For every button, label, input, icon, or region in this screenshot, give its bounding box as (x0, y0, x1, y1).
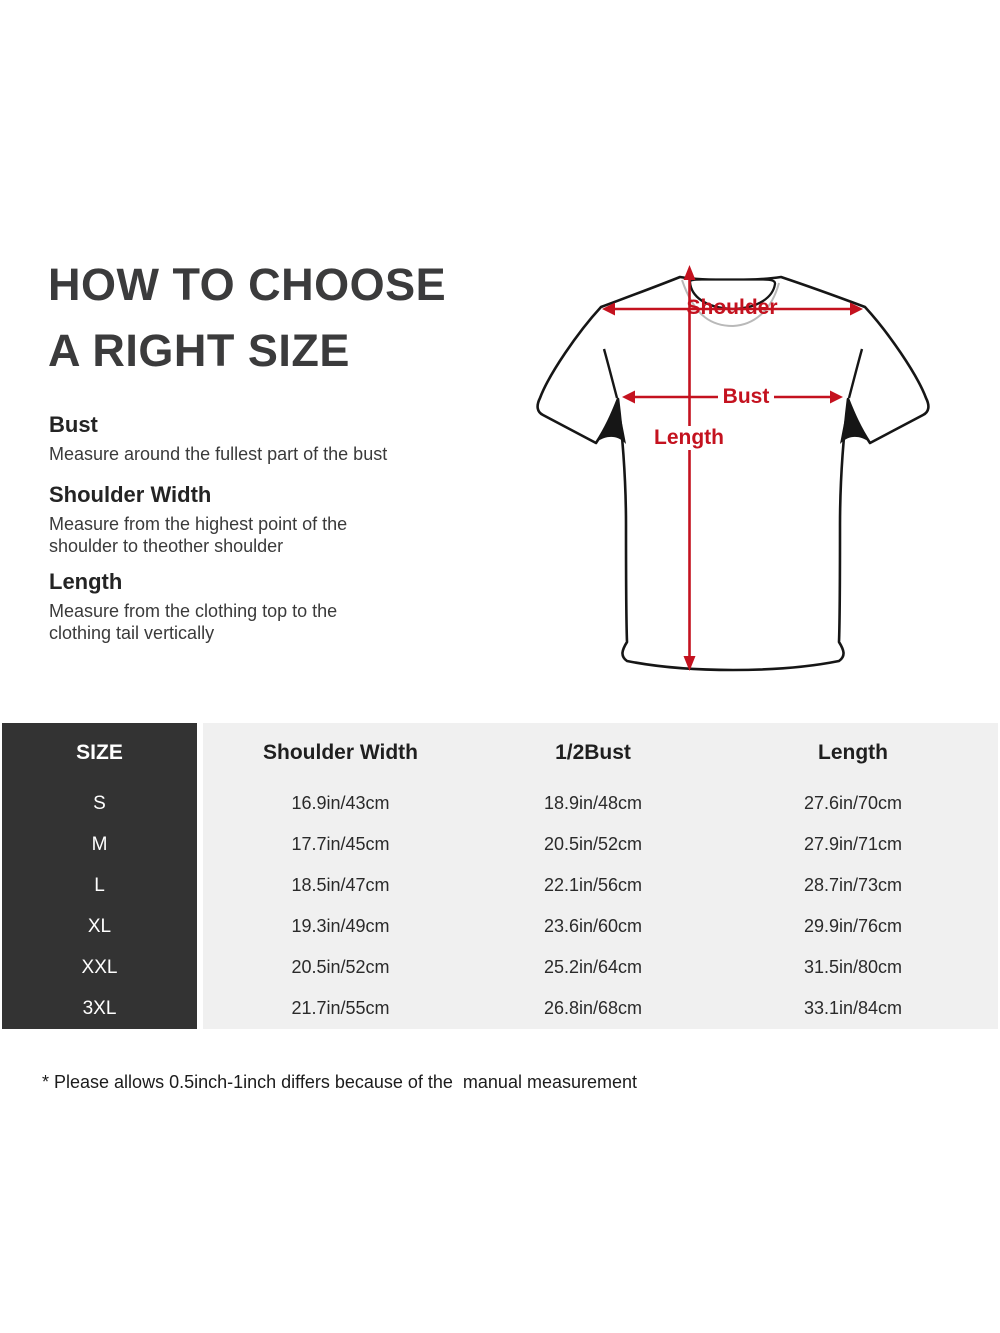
measurement-disclaimer: * Please allows 0.5inch-1inch differs be… (42, 1072, 638, 1092)
cell-s-length: 27.6in/70cm (708, 783, 998, 824)
size-chart-table: SIZE Shoulder Width 1/2Bust Length S 16.… (2, 723, 998, 1029)
bust-arrowhead-left (622, 390, 635, 404)
cell-xl-bust: 23.6in/60cm (478, 906, 708, 947)
cell-l-length: 28.7in/73cm (708, 865, 998, 906)
cell-xl-length: 29.9in/76cm (708, 906, 998, 947)
size-label-m: M (2, 824, 203, 865)
shoulder-arrowhead-left (602, 302, 615, 316)
length-arrowhead-down (683, 656, 696, 671)
column-header-size: SIZE (2, 723, 203, 783)
length-arrowhead-up (683, 265, 696, 280)
bust-measure-label: Bust (722, 385, 770, 408)
instruction-length-body: Measure from the clothing top to the clo… (49, 601, 338, 643)
size-label-xl: XL (2, 906, 203, 947)
cell-xxl-shoulder: 20.5in/52cm (203, 947, 478, 988)
page-title: HOW TO CHOOSE A RIGHT SIZE (48, 252, 508, 384)
size-label-l: L (2, 865, 203, 906)
instruction-shoulder-width: Shoulder Width Measure from the highest … (49, 482, 397, 557)
cell-xxl-length: 31.5in/80cm (708, 947, 998, 988)
cell-s-bust: 18.9in/48cm (478, 783, 708, 824)
left-underarm-seam (602, 348, 619, 399)
instruction-shoulder-heading: Shoulder Width (49, 482, 212, 507)
instruction-bust: Bust Measure around the fullest part of … (49, 412, 479, 465)
shoulder-measure-label: Shoulder (686, 296, 778, 319)
instruction-length: Length Measure from the clothing top to … (49, 569, 389, 644)
instruction-bust-body: Measure around the fullest part of the b… (49, 444, 388, 464)
collar-shadow (681, 279, 780, 328)
collar-opening (688, 278, 777, 311)
cell-l-shoulder: 18.5in/47cm (203, 865, 478, 906)
cell-m-bust: 20.5in/52cm (478, 824, 708, 865)
length-measure-label: Length (651, 426, 727, 450)
column-header-shoulder: Shoulder Width (203, 723, 478, 783)
instruction-bust-heading: Bust (49, 412, 98, 437)
page-title-line1: HOW TO CHOOSE (48, 259, 447, 310)
cell-m-length: 27.9in/71cm (708, 824, 998, 865)
instruction-shoulder-body: Measure from the highest point of the sh… (49, 514, 348, 556)
size-label-xxl: XXL (2, 947, 203, 988)
page-title-line2: A RIGHT SIZE (48, 325, 350, 376)
cell-xxl-bust: 25.2in/64cm (478, 947, 708, 988)
tshirt-measurement-diagram: Shoulder Bust Length (505, 250, 960, 680)
shoulder-arrowhead-right (850, 302, 863, 316)
cell-3xl-length: 33.1in/84cm (708, 988, 998, 1029)
column-header-bust: 1/2Bust (478, 723, 708, 783)
instruction-length-heading: Length (49, 569, 123, 594)
cell-s-shoulder: 16.9in/43cm (203, 783, 478, 824)
right-underarm-shadow (840, 398, 868, 444)
cell-xl-shoulder: 19.3in/49cm (203, 906, 478, 947)
cell-3xl-bust: 26.8in/68cm (478, 988, 708, 1029)
tshirt-diagram-svg (536, 265, 930, 672)
size-label-3xl: 3XL (2, 988, 203, 1029)
cell-m-shoulder: 17.7in/45cm (203, 824, 478, 865)
left-underarm-shadow (598, 398, 626, 444)
right-underarm-seam (847, 348, 864, 399)
cell-l-bust: 22.1in/56cm (478, 865, 708, 906)
column-header-length: Length (708, 723, 998, 783)
size-label-s: S (2, 783, 203, 824)
cell-3xl-shoulder: 21.7in/55cm (203, 988, 478, 1029)
tshirt-outline (536, 275, 930, 672)
bust-arrowhead-right (830, 390, 843, 404)
